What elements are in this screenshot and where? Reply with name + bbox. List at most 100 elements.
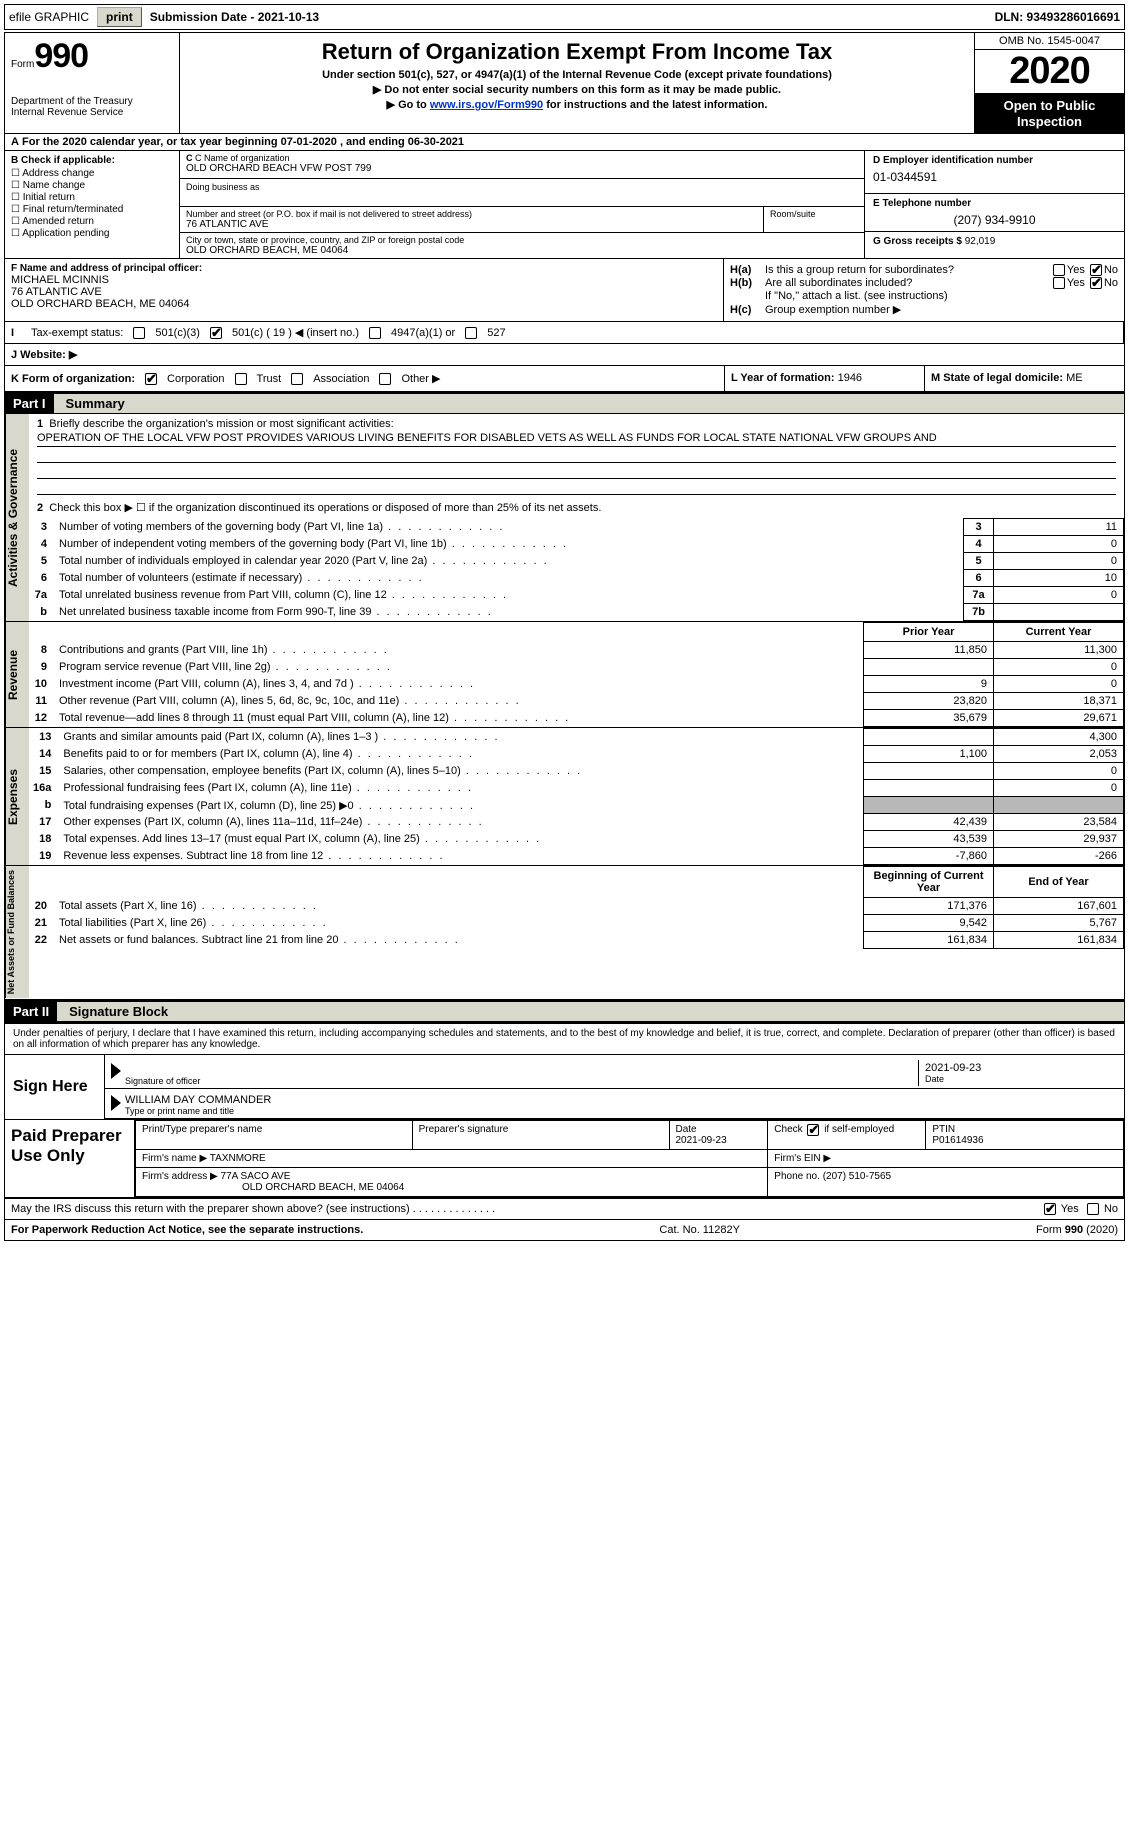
chk-corp[interactable] <box>145 373 157 385</box>
org-name-label: C C Name of organization <box>186 153 858 163</box>
sign-here-label: Sign Here <box>5 1055 105 1119</box>
org-name-value: OLD ORCHARD BEACH VFW POST 799 <box>186 163 858 174</box>
box-d: D Employer identification number 01-0344… <box>864 151 1124 258</box>
chk-4947[interactable] <box>369 327 381 339</box>
chk-initial-return[interactable]: ☐ Initial return <box>11 192 173 203</box>
box-b-header: B Check if applicable: <box>11 155 173 166</box>
side-expenses: Expenses <box>5 728 29 865</box>
ein-label: D Employer identification number <box>873 155 1116 166</box>
chk-527[interactable] <box>465 327 477 339</box>
hb-text: Are all subordinates included? <box>765 277 1051 289</box>
entity-section: B Check if applicable: ☐ Address change … <box>5 151 1124 259</box>
cat-number: Cat. No. 11282Y <box>659 1224 740 1236</box>
tel-value: (207) 934-9910 <box>873 213 1116 227</box>
pra-notice: For Paperwork Reduction Act Notice, see … <box>11 1224 363 1236</box>
expenses-table: 13Grants and similar amounts paid (Part … <box>29 728 1124 865</box>
form-number: 990 <box>34 37 88 75</box>
chk-amended[interactable]: ☐ Amended return <box>11 216 173 227</box>
signer-name: WILLIAM DAY COMMANDER <box>125 1094 1118 1106</box>
prep-date-value: 2021-09-23 <box>676 1135 727 1146</box>
side-governance: Activities & Governance <box>5 414 29 621</box>
gross-receipts: G Gross receipts $ 92,019 <box>865 232 1124 258</box>
box-k: K Form of organization: Corporation Trus… <box>5 366 1124 392</box>
sign-arrow-icon <box>111 1063 121 1079</box>
box-h: H(a) Is this a group return for subordin… <box>724 259 1124 321</box>
omb-number: OMB No. 1545-0047 <box>975 33 1124 50</box>
city-label: City or town, state or province, country… <box>186 235 858 245</box>
addr-label: Number and street (or P.O. box if mail i… <box>186 209 757 219</box>
section-netassets: Net Assets or Fund Balances Beginning of… <box>5 866 1124 999</box>
chk-501c3[interactable] <box>133 327 145 339</box>
part2-label: Part II <box>5 1002 57 1021</box>
blank-line <box>37 463 1116 479</box>
preparer-block: Paid Preparer Use Only Print/Type prepar… <box>5 1119 1124 1199</box>
hb-yesno: Yes No <box>1051 277 1118 289</box>
sig-date-label: Date <box>925 1074 1112 1084</box>
firm-addr-2: OLD ORCHARD BEACH, ME 04064 <box>242 1182 404 1193</box>
section-governance: Activities & Governance 1 Briefly descri… <box>5 414 1124 622</box>
dept-irs: Internal Revenue Service <box>11 107 173 118</box>
box-l: L Year of formation: 1946 <box>725 366 925 391</box>
part1-bar: Part I Summary <box>5 392 1124 414</box>
chk-501c[interactable] <box>210 327 222 339</box>
line1-text: Briefly describe the organization's miss… <box>49 418 393 430</box>
tax-status-label: Tax-exempt status: <box>31 327 123 339</box>
discuss-row: May the IRS discuss this return with the… <box>5 1199 1124 1220</box>
bottom-footer: For Paperwork Reduction Act Notice, see … <box>5 1220 1124 1240</box>
officer-label: F Name and address of principal officer: <box>11 263 717 274</box>
hb-note: If "No," attach a list. (see instruction… <box>765 290 1118 302</box>
box-i: I Tax-exempt status: 501(c)(3) 501(c) ( … <box>5 322 1124 344</box>
firm-addr-label: Firm's address ▶ <box>142 1171 218 1182</box>
form990-link[interactable]: www.irs.gov/Form990 <box>430 99 543 111</box>
firm-name-label: Firm's name ▶ <box>142 1153 207 1164</box>
side-netassets: Net Assets or Fund Balances <box>5 866 29 998</box>
tel-label: E Telephone number <box>873 198 1116 209</box>
top-toolbar: efile GRAPHIC print Submission Date - 20… <box>4 4 1125 30</box>
box-b: B Check if applicable: ☐ Address change … <box>5 151 180 258</box>
mission-text: OPERATION OF THE LOCAL VFW POST PROVIDES… <box>37 430 1116 447</box>
sig-date-value: 2021-09-23 <box>925 1062 1112 1074</box>
chk-final-return[interactable]: ☐ Final return/terminated <box>11 204 173 215</box>
header-right: OMB No. 1545-0047 2020 Open to Public In… <box>974 33 1124 133</box>
box-c: C C Name of organization OLD ORCHARD BEA… <box>180 151 864 258</box>
hc-label: H(c) <box>730 304 765 316</box>
sig-officer-label: Signature of officer <box>125 1076 918 1086</box>
ein-value: 01-0344591 <box>873 170 1116 184</box>
form-subtitle-1: Under section 501(c), 527, or 4947(a)(1)… <box>188 69 966 81</box>
dept-treasury: Department of the Treasury <box>11 96 173 107</box>
part2-title: Signature Block <box>57 1002 1124 1021</box>
print-button[interactable]: print <box>97 7 142 27</box>
form-subtitle-3: ▶ Go to www.irs.gov/Form990 for instruct… <box>188 98 966 111</box>
officer-addr2: OLD ORCHARD BEACH, ME 04064 <box>11 298 717 310</box>
prep-date-label: Date <box>676 1124 697 1135</box>
ha-text: Is this a group return for subordinates? <box>765 264 1051 276</box>
discuss-text: May the IRS discuss this return with the… <box>11 1203 1042 1215</box>
chk-other[interactable] <box>379 373 391 385</box>
part2-bar: Part II Signature Block <box>5 1000 1124 1022</box>
ha-label: H(a) <box>730 264 765 276</box>
fgh-section: F Name and address of principal officer:… <box>5 259 1124 322</box>
firm-phone-value: (207) 510-7565 <box>823 1171 891 1182</box>
side-revenue: Revenue <box>5 622 29 727</box>
netassets-table: Beginning of Current YearEnd of Year20To… <box>29 866 1124 949</box>
blank-line <box>37 479 1116 495</box>
firm-name-value: TAXNMORE <box>210 1153 266 1164</box>
chk-trust[interactable] <box>235 373 247 385</box>
chk-app-pending[interactable]: ☐ Application pending <box>11 228 173 239</box>
header-left: Form990 Department of the Treasury Inter… <box>5 33 180 133</box>
prep-selfemp: Check if self-employed <box>774 1124 894 1135</box>
ptin-value: P01614936 <box>932 1135 983 1146</box>
tax-year: 2020 <box>975 50 1124 94</box>
officer-name: MICHAEL MCINNIS <box>11 274 717 286</box>
sign-arrow-icon <box>111 1095 121 1111</box>
submission-date: Submission Date - 2021-10-13 <box>150 10 319 24</box>
box-j: J Website: ▶ <box>5 344 1124 366</box>
form-subtitle-2: ▶ Do not enter social security numbers o… <box>188 83 966 96</box>
form-org-label: K Form of organization: <box>11 373 135 385</box>
chk-address-change[interactable]: ☐ Address change <box>11 168 173 179</box>
chk-assoc[interactable] <box>291 373 303 385</box>
chk-name-change[interactable]: ☐ Name change <box>11 180 173 191</box>
perjury-text: Under penalties of perjury, I declare th… <box>5 1024 1124 1054</box>
prep-sig-label: Preparer's signature <box>419 1124 509 1135</box>
line2-text: Check this box ▶ ☐ if the organization d… <box>49 502 601 514</box>
